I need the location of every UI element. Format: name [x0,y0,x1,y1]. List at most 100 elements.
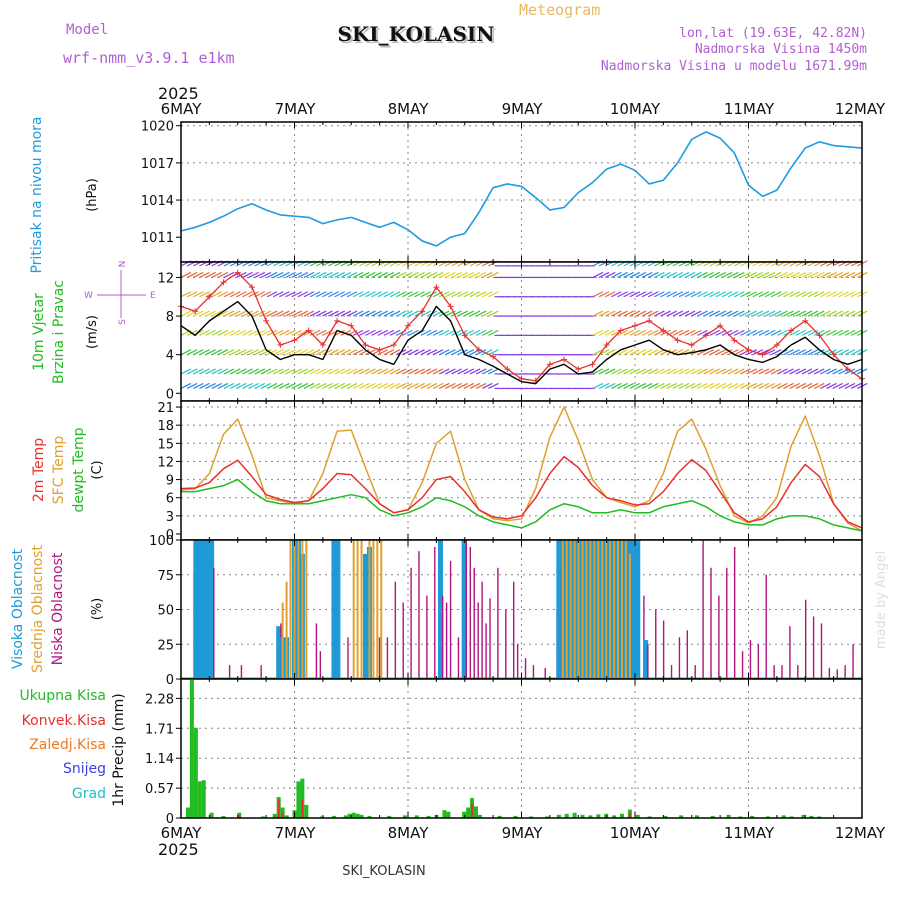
low-cloud-bar [643,595,645,679]
low-cloud-bar [386,637,389,679]
wind-barb [770,329,782,336]
legend-total-precip: Ukupna Kisa [19,688,106,704]
wind-barb [223,291,235,298]
low-cloud-bar [394,581,397,679]
wind-barb [678,310,690,317]
wind-barb [838,271,850,278]
low-cloud-bar [434,546,436,679]
wind-barb [445,291,456,298]
wind-barb [598,271,610,278]
wind-barb [740,329,751,336]
wind-barb [752,291,764,298]
high-cloud-bar [335,540,341,679]
wind-barb [469,271,481,278]
wind-barb [371,368,382,375]
wind-barb [795,349,807,356]
wind-barb [488,329,499,336]
compass-rose: W E N S [84,261,156,325]
wind-barb [635,382,647,389]
wind-barb [703,291,714,298]
legend-frozen-precip: Zaledj.Kisa [29,737,106,753]
wind-barb [481,329,493,336]
wind-barb [414,271,425,278]
total-precip-bar [284,815,289,818]
wind-barb [813,271,825,278]
wind-barb [826,368,837,375]
mid-cloud-bar [356,540,359,679]
wind-barb [303,291,315,298]
wind-gust-marker [206,293,213,300]
wind-barb [826,329,837,336]
wind-barb [795,382,807,389]
low-cloud-bar [228,665,231,679]
wind-gust-marker [717,322,724,329]
total-precip-bar [185,807,190,818]
wind-barb [604,382,616,389]
wind-barb [291,329,302,336]
wind-barb [186,382,198,389]
mid-cloud-bar [368,540,371,679]
wind-gust-marker [830,351,837,358]
wind-gust-marker [461,332,468,339]
wind-barb [377,349,389,356]
total-precip-bar [588,815,593,818]
wind-barb [248,271,259,278]
wind-gust-marker [504,366,511,373]
wind-barb [445,382,456,389]
wind-barb [291,368,302,375]
wind-barb [377,310,389,317]
panel-wind: 0 4 8 12 [157,260,868,402]
wind-barb [481,310,493,317]
wind-barb [438,368,450,375]
wind-barb [641,291,653,298]
total-precip-bar [351,812,356,818]
wind-barb [789,329,800,336]
wind-gust-marker [589,361,596,368]
wind-barb [236,310,247,317]
wind-barb [820,368,831,375]
wind-barb [740,291,751,298]
wind-barb [242,368,253,375]
low-cloud-bar [765,574,767,679]
wind-barb [758,291,770,298]
wind-barb [641,368,653,375]
wind-barb [752,349,764,356]
wind-barb [272,310,284,317]
low-cloud-bar [477,602,479,679]
wind-barb [445,271,456,278]
total-precip-bar [260,816,265,818]
mid-cloud-bar [628,553,631,679]
wind-barb [813,310,825,317]
mid-cloud-bar [569,540,572,679]
wind-barb [715,329,727,336]
wind-barb [715,368,727,375]
low-cloud-bar [465,540,468,679]
wind-barb [266,368,278,375]
wind-barb [801,382,813,389]
low-cloud-bar [473,567,475,679]
wind-barb [770,271,782,278]
wind-barb [758,271,770,278]
wind-barb [635,368,647,375]
wind-barb [740,368,751,375]
wind-barb [801,368,813,375]
wind-barb [715,310,727,317]
y-tick-label: 1011 [141,231,174,246]
wind-barb [647,271,659,278]
low-cloud-bar [726,567,728,679]
wind-barb [475,349,487,356]
wind-barb [697,382,708,389]
low-cloud-bar [469,546,471,679]
low-cloud-bar [489,598,491,679]
wind-barb [186,349,198,356]
wind-barb [211,368,223,375]
wind-barb [297,329,309,336]
cloud-panel-label-2: Srednja Oblacnost [30,545,46,673]
wind-barb [303,310,315,317]
total-precip-bar [320,816,325,818]
wind-barb [402,382,413,389]
wind-barb [414,349,425,356]
wind-barb [371,329,382,336]
wind-barb [285,368,296,375]
wind-barb [457,310,468,317]
